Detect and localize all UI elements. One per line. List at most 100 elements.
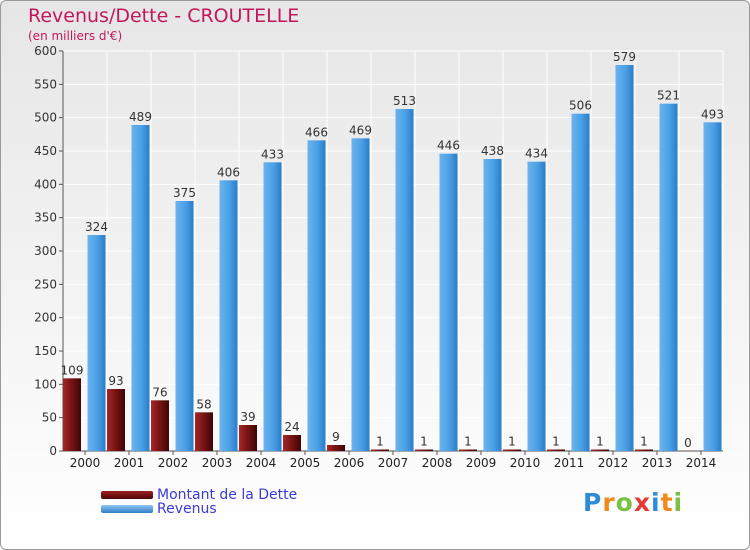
logo-letter: r: [602, 488, 616, 517]
data-label-dette: 9: [332, 430, 340, 444]
bar-dette: [283, 435, 301, 451]
y-tick-label: 200: [34, 311, 57, 325]
x-tick-label: 2011: [554, 456, 585, 470]
data-label-revenus: 375: [173, 186, 196, 200]
y-tick-label: 50: [42, 411, 57, 425]
legend-label-dette: Montant de la Dette: [157, 487, 298, 503]
data-label-dette: 1: [376, 435, 384, 449]
data-label-dette: 0: [684, 436, 692, 450]
y-tick-label: 550: [34, 77, 57, 91]
bar-revenus: [219, 180, 238, 452]
y-tick-label: 150: [34, 344, 57, 358]
data-label-dette: 1: [508, 435, 516, 449]
x-tick-label: 2009: [466, 456, 497, 470]
data-label-revenus: 489: [129, 110, 152, 124]
data-label-revenus: 438: [481, 144, 504, 158]
x-tick-label: 2006: [334, 456, 365, 470]
legend-item-dette: Montant de la Dette: [101, 487, 297, 503]
x-tick-label: 2001: [114, 456, 145, 470]
bar-revenus: [483, 159, 502, 451]
bar-revenus: [131, 125, 150, 451]
data-label-revenus: 324: [85, 220, 108, 234]
data-label-dette: 58: [196, 397, 211, 411]
bar-dette: [327, 445, 345, 451]
bar-dette: [371, 449, 389, 451]
data-label-dette: 93: [108, 374, 123, 388]
data-label-dette: 39: [240, 410, 255, 424]
logo-letter: x: [633, 488, 651, 517]
legend-swatch-revenus: [101, 505, 153, 513]
data-label-revenus: 579: [613, 50, 636, 64]
logo-letter: o: [615, 488, 634, 517]
legend-label-revenus: Revenus: [157, 501, 217, 517]
x-tick-label: 2007: [378, 456, 409, 470]
data-label-dette: 1: [420, 435, 428, 449]
x-tick-label: 2008: [422, 456, 453, 470]
data-label-revenus: 513: [393, 94, 416, 108]
y-tick-label: 350: [34, 211, 57, 225]
x-tick-label: 2003: [202, 456, 233, 470]
x-tick-label: 2013: [642, 456, 673, 470]
data-label-revenus: 506: [569, 99, 592, 113]
bar-revenus: [307, 140, 326, 452]
data-label-revenus: 469: [349, 123, 372, 137]
data-label-revenus: 446: [437, 139, 460, 153]
data-label-dette: 1: [552, 435, 560, 449]
data-label-dette: 24: [284, 420, 299, 434]
data-label-revenus: 433: [261, 147, 284, 161]
logo-letter: i: [673, 488, 684, 517]
bar-revenus: [615, 65, 634, 451]
bar-dette: [63, 378, 81, 451]
bar-revenus: [87, 235, 106, 451]
logo-letter: i: [651, 488, 661, 517]
bar-dette: [547, 449, 565, 451]
y-tick-label: 450: [34, 144, 57, 158]
x-tick-label: 2002: [158, 456, 189, 470]
data-label-revenus: 434: [525, 147, 548, 161]
x-tick-label: 2010: [510, 456, 541, 470]
bar-revenus: [571, 113, 590, 452]
bar-revenus: [703, 122, 722, 451]
x-tick-label: 2005: [290, 456, 321, 470]
bar-dette: [107, 389, 125, 451]
chart-title: Revenus/Dette - CROUTELLE: [28, 5, 300, 27]
bar-revenus: [351, 138, 370, 452]
bar-dette: [195, 412, 213, 451]
y-tick-label: 0: [49, 444, 57, 458]
bar-dette: [239, 425, 257, 451]
x-tick-label: 2014: [686, 456, 717, 470]
y-tick-label: 250: [34, 277, 57, 291]
bar-dette: [151, 400, 169, 451]
bar-revenus: [175, 201, 194, 451]
data-label-revenus: 406: [217, 165, 240, 179]
y-tick-label: 600: [34, 44, 57, 58]
bar-dette: [415, 449, 433, 451]
bar-revenus: [439, 153, 458, 451]
bar-revenus: [263, 162, 282, 452]
bar-revenus: [659, 103, 678, 452]
bar-revenus: [527, 161, 546, 451]
logo-letter: P: [583, 488, 603, 517]
data-label-dette: 76: [152, 385, 167, 399]
data-label-dette: 1: [596, 435, 604, 449]
bar-dette: [459, 449, 477, 451]
x-tick-label: 2000: [70, 456, 101, 470]
x-tick-label: 2004: [246, 456, 277, 470]
bar-revenus: [395, 109, 414, 451]
data-label-dette: 109: [61, 363, 84, 377]
proxiti-logo: Proxiti: [583, 488, 683, 517]
x-tick-label: 2012: [598, 456, 629, 470]
y-tick-label: 500: [34, 111, 57, 125]
y-tick-label: 100: [34, 377, 57, 391]
legend-swatch-dette: [101, 491, 153, 499]
y-tick-label: 300: [34, 244, 57, 258]
data-label-revenus: 466: [305, 125, 328, 139]
data-label-revenus: 493: [701, 107, 724, 121]
data-label-dette: 1: [640, 435, 648, 449]
bar-dette: [503, 449, 521, 451]
bar-dette: [635, 449, 653, 451]
legend-item-revenus: Revenus: [101, 501, 217, 517]
data-label-dette: 1: [464, 435, 472, 449]
